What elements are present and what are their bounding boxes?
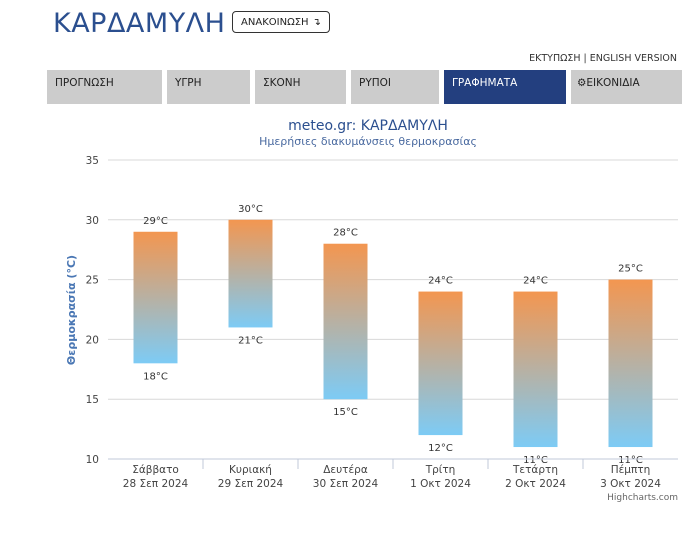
city-title: ΚΑΡΔΑΜΥΛΗ <box>53 8 226 39</box>
tab-icons[interactable]: ⚙ΕΙΚΟΝΙΔΙΑ <box>571 70 682 104</box>
x-tick-day: Δευτέρα <box>323 464 368 476</box>
low-temp-label: 18°C <box>143 371 168 382</box>
low-temp-label: 21°C <box>238 335 263 346</box>
temperature-bar[interactable] <box>608 279 653 448</box>
high-temp-label: 30°C <box>238 204 263 215</box>
y-tick-label: 25 <box>86 275 99 287</box>
print-link[interactable]: ΕΚΤΥΠΩΣΗ <box>529 53 581 64</box>
chart-title: meteo.gr: ΚΑΡΔΑΜΥΛΗ <box>288 118 448 134</box>
low-temp-label: 15°C <box>333 407 358 418</box>
high-temp-label: 25°C <box>618 264 643 275</box>
temperature-chart: meteo.gr: ΚΑΡΔΑΜΥΛΗ Ημερήσιες διακυμάνσε… <box>65 118 678 503</box>
tab-label: ΣΚΟΝΗ <box>263 77 301 89</box>
x-tick-day: Πέμπτη <box>611 464 651 476</box>
low-temp-label: 11°C <box>618 455 643 466</box>
high-temp-label: 24°C <box>428 276 453 287</box>
y-axis: 10 15 20 25 30 35 <box>86 155 99 466</box>
x-tick-day: Κυριακή <box>229 464 272 476</box>
top-links: ΕΚΤΥΠΩΣΗ | ENGLISH VERSION <box>529 53 677 64</box>
highcharts-credit[interactable]: Highcharts.com <box>607 493 678 503</box>
tab-label: ΠΡΟΓΝΩΣΗ <box>55 77 114 89</box>
chart-subtitle: Ημερήσιες διακυμάνσεις θερμοκρασίας <box>259 135 477 148</box>
temperature-bar[interactable] <box>133 231 178 364</box>
temperature-bar[interactable] <box>513 291 558 448</box>
tab-pollutants[interactable]: ΡΥΠΟΙ <box>351 70 439 104</box>
english-version-link[interactable]: ENGLISH VERSION <box>589 53 677 64</box>
y-tick-label: 10 <box>86 454 99 466</box>
low-temp-label: 12°C <box>428 443 453 454</box>
bars: 29°C 18°C 30°C 21°C 28°C 15°C 24°C 12°C 24°C 11°C… <box>133 204 653 466</box>
x-tick-date: 30 Σεπ 2024 <box>313 478 379 490</box>
tab-label: ΡΥΠΟΙ <box>359 77 392 89</box>
y-axis-label: Θερμοκρασία (°C) <box>65 255 78 365</box>
temperature-bar[interactable] <box>323 243 368 400</box>
x-tick-day: Τετάρτη <box>512 464 558 476</box>
tab-label: ΕΙΚΟΝΙΔΙΑ <box>586 77 640 89</box>
x-axis: Σάββατο 28 Σεπ 2024 Κυριακή 29 Σεπ 2024 Δευτ… <box>108 458 678 490</box>
link-separator: | <box>583 53 587 64</box>
tab-label: ΓΡΑΦΗΜΑΤΑ <box>452 77 518 89</box>
tab-forecast[interactable]: ΠΡΟΓΝΩΣΗ <box>47 70 162 104</box>
chart-container: meteo.gr: ΚΑΡΔΑΜΥΛΗ Ημερήσιες διακυμάνσε… <box>0 110 693 510</box>
x-tick-date: 2 Οκτ 2024 <box>505 478 566 490</box>
x-tick-day: Σάββατο <box>132 464 179 476</box>
high-temp-label: 28°C <box>333 228 358 239</box>
x-tick-day: Τρίτη <box>425 464 456 476</box>
high-temp-label: 24°C <box>523 276 548 287</box>
grid-lines <box>108 159 678 460</box>
x-tick-date: 28 Σεπ 2024 <box>123 478 189 490</box>
y-tick-label: 30 <box>86 215 99 227</box>
temperature-bar[interactable] <box>228 219 273 328</box>
y-tick-label: 35 <box>86 155 99 167</box>
temperature-bar[interactable] <box>418 291 463 436</box>
y-tick-label: 20 <box>86 334 99 346</box>
tab-graphs[interactable]: ΓΡΑΦΗΜΑΤΑ <box>444 70 566 104</box>
y-tick-label: 15 <box>86 394 99 406</box>
x-tick-date: 29 Σεπ 2024 <box>218 478 284 490</box>
tab-label: ΥΓΡΗ <box>175 77 202 89</box>
low-temp-label: 11°C <box>523 455 548 466</box>
x-tick-date: 1 Οκτ 2024 <box>410 478 471 490</box>
tab-humidity[interactable]: ΥΓΡΗ <box>167 70 250 104</box>
announcement-label: ΑΝΑΚΟΙΝΩΣΗ <box>241 16 309 28</box>
high-temp-label: 29°C <box>143 216 168 227</box>
gear-icon: ⚙ <box>577 77 587 89</box>
tab-dust[interactable]: ΣΚΟΝΗ <box>255 70 346 104</box>
arrow-down-right-icon: ↴ <box>312 16 321 28</box>
x-tick-date: 3 Οκτ 2024 <box>600 478 661 490</box>
announcement-button[interactable]: ΑΝΑΚΟΙΝΩΣΗ ↴ <box>232 11 330 33</box>
